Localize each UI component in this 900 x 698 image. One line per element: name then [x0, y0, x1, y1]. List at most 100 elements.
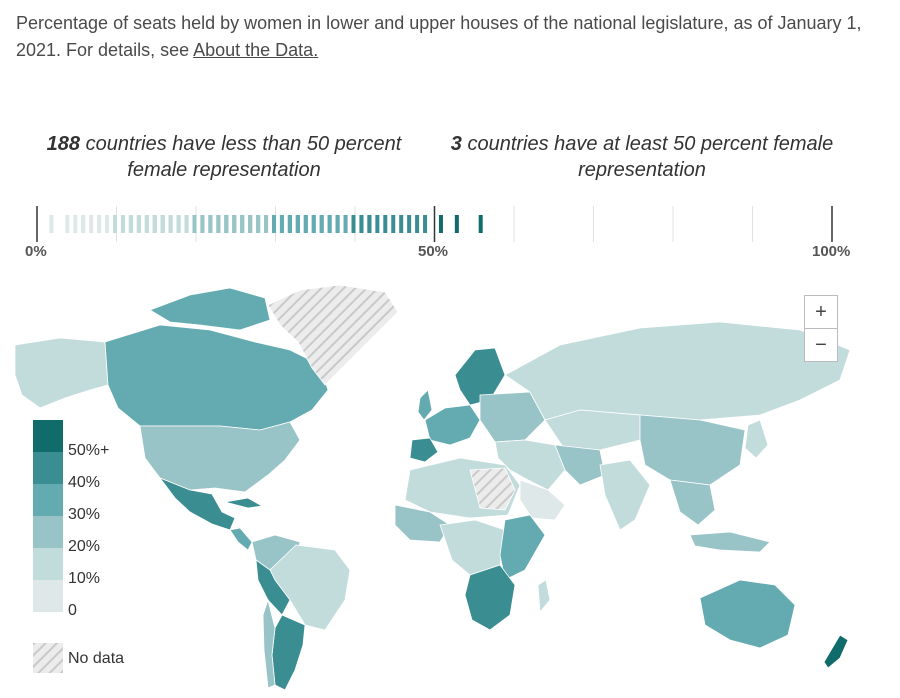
country-share-mark[interactable]	[65, 215, 70, 233]
summary-below-50: 188 countries have less than 50 percent …	[14, 131, 434, 183]
country-share-mark[interactable]	[224, 215, 229, 233]
country-share-mark[interactable]	[423, 215, 428, 233]
india[interactable]	[599, 459, 651, 531]
country-share-mark[interactable]	[343, 215, 348, 233]
country-share-mark[interactable]	[311, 215, 316, 233]
cuba[interactable]	[224, 497, 264, 509]
country-share-mark[interactable]	[73, 215, 78, 233]
central-asia[interactable]	[544, 409, 641, 451]
country-share-mark[interactable]	[200, 215, 205, 233]
zoom-in-button[interactable]: +	[804, 295, 838, 329]
argentina[interactable]	[271, 614, 306, 691]
country-share-mark[interactable]	[478, 215, 483, 233]
iberia[interactable]	[409, 437, 439, 463]
country-share-mark[interactable]	[383, 215, 388, 233]
canadian-arctic-islands[interactable]	[149, 287, 271, 331]
country-share-mark[interactable]	[303, 215, 308, 233]
country-share-mark[interactable]	[319, 215, 324, 233]
sahara-no-data[interactable]	[469, 467, 516, 511]
country-share-mark[interactable]	[351, 215, 356, 233]
australia[interactable]	[699, 579, 796, 649]
country-share-mark[interactable]	[128, 215, 133, 233]
country-share-mark[interactable]	[113, 215, 117, 233]
china[interactable]	[639, 414, 746, 486]
country-share-mark[interactable]	[216, 215, 221, 233]
country-share-mark[interactable]	[152, 215, 157, 233]
country-share-mark[interactable]	[327, 215, 332, 233]
country-share-mark[interactable]	[105, 215, 110, 233]
country-share-mark[interactable]	[375, 215, 380, 233]
scandinavia[interactable]	[454, 347, 506, 406]
country-share-mark[interactable]	[89, 215, 94, 233]
arabia[interactable]	[519, 479, 566, 521]
russia[interactable]	[504, 321, 851, 421]
country-share-mark[interactable]	[232, 215, 237, 233]
legend-swatch-30	[33, 484, 63, 516]
western-europe[interactable]	[424, 404, 481, 446]
peru-bolivia[interactable]	[255, 559, 291, 616]
legend-label-10: 10%	[68, 570, 101, 587]
central-america[interactable]	[229, 527, 253, 551]
country-share-mark[interactable]	[136, 215, 141, 233]
legend-label-20: 20%	[68, 538, 101, 555]
country-share-mark[interactable]	[176, 215, 181, 233]
new-zealand[interactable]	[823, 634, 849, 669]
country-share-mark[interactable]	[81, 215, 86, 233]
mexico[interactable]	[158, 477, 236, 531]
country-share-mark[interactable]	[264, 215, 269, 233]
country-share-mark[interactable]	[256, 215, 261, 233]
country-share-mark[interactable]	[120, 215, 125, 233]
country-share-mark[interactable]	[415, 215, 420, 233]
country-share-mark[interactable]	[272, 215, 276, 233]
iran-afghanistan[interactable]	[554, 444, 606, 486]
summary-at-least-50: 3 countries have at least 50 percent fem…	[432, 131, 852, 183]
country-share-mark[interactable]	[168, 215, 173, 233]
southeast-asia[interactable]	[669, 479, 716, 526]
legend-label-30: 30%	[68, 506, 101, 523]
indonesia-philippines[interactable]	[689, 531, 771, 553]
country-share-mark[interactable]	[208, 215, 213, 233]
world-map[interactable]	[0, 280, 860, 698]
country-share-mark[interactable]	[367, 215, 372, 233]
country-share-mark[interactable]	[399, 215, 404, 233]
country-share-mark[interactable]	[184, 215, 189, 233]
greenland[interactable]	[267, 284, 399, 386]
country-share-mark[interactable]	[248, 215, 253, 233]
country-share-mark[interactable]	[391, 215, 396, 233]
country-share-mark[interactable]	[359, 215, 364, 233]
country-share-mark[interactable]	[144, 215, 149, 233]
alaska[interactable]	[14, 337, 109, 409]
japan-korea[interactable]	[744, 419, 769, 459]
canada[interactable]	[104, 324, 329, 431]
legend-swatch-20	[33, 516, 63, 548]
country-share-mark[interactable]	[335, 215, 340, 233]
southern-africa[interactable]	[464, 564, 516, 631]
legend-swatch-40	[33, 452, 63, 484]
axis-label-100: 100%	[812, 243, 851, 260]
zoom-out-button[interactable]: −	[804, 328, 838, 362]
east-africa[interactable]	[499, 514, 546, 581]
chile[interactable]	[262, 598, 276, 689]
axis-label-0: 0%	[25, 243, 47, 260]
summary-at-least-50-count: 3	[450, 133, 462, 155]
country-share-mark[interactable]	[295, 215, 300, 233]
west-africa[interactable]	[394, 504, 451, 543]
uk[interactable]	[417, 389, 433, 421]
about-the-data-link[interactable]: About the Data.	[193, 40, 319, 60]
axis-label-50: 50%	[418, 243, 449, 260]
legend-label-no-data: No data	[68, 650, 125, 667]
legend-swatch-50-plus	[33, 420, 63, 452]
country-share-mark[interactable]	[279, 215, 284, 233]
country-share-mark[interactable]	[192, 215, 197, 233]
country-share-mark[interactable]	[287, 215, 292, 233]
intro-text: Percentage of seats held by women in low…	[16, 13, 862, 60]
legend-no-data-swatch	[33, 643, 63, 673]
country-share-mark[interactable]	[454, 215, 459, 233]
country-share-mark[interactable]	[240, 215, 245, 233]
madagascar[interactable]	[537, 579, 551, 614]
country-share-mark[interactable]	[49, 215, 54, 233]
country-share-mark[interactable]	[160, 215, 165, 233]
country-share-mark[interactable]	[97, 215, 102, 233]
country-share-mark[interactable]	[407, 215, 412, 233]
country-share-mark[interactable]	[438, 215, 443, 233]
